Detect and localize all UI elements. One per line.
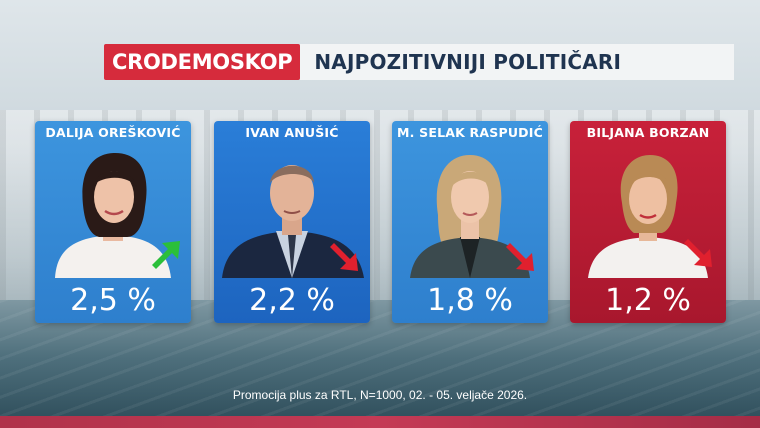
politician-name: M. SELAK RASPUDIĆ <box>397 125 543 140</box>
source-caption: Promocija plus za RTL, N=1000, 02. - 05.… <box>232 388 528 402</box>
politician-name: DALIJA OREŠKOVIĆ <box>45 125 181 140</box>
person-silhouette-icon <box>410 155 530 278</box>
brand-label: CRODEMOSKOP <box>104 44 301 80</box>
percentage-value: 1,2 % <box>605 283 691 318</box>
header-banner: CRODEMOSKOP NAJPOZITIVNIJI POLITIČARI <box>104 44 735 80</box>
trend-down-arrow-icon <box>684 239 712 267</box>
politician-photo <box>214 145 370 278</box>
politician-card-borzan: BILJANA BORZAN 1,2 % <box>570 121 726 323</box>
politician-photo <box>35 145 191 278</box>
person-silhouette-icon <box>588 155 708 278</box>
person-silhouette-icon <box>222 165 364 278</box>
politician-name: IVAN ANUŠIĆ <box>245 125 339 140</box>
percentage-value: 2,5 % <box>70 283 156 318</box>
politician-photo <box>570 145 726 278</box>
person-silhouette-icon <box>55 153 171 278</box>
politician-card-oreskovic: DALIJA OREŠKOVIĆ 2,5 % <box>35 121 191 323</box>
bottom-strip <box>0 416 760 428</box>
politician-card-selak-raspudic: M. SELAK RASPUDIĆ 1,8 % <box>392 121 548 323</box>
politician-card-anusic: IVAN ANUŠIĆ 2,2 % <box>214 121 370 323</box>
headline-title: NAJPOZITIVNIJI POLITIČARI <box>300 44 735 80</box>
trend-up-arrow-icon <box>152 241 180 269</box>
trend-down-arrow-icon <box>330 243 358 271</box>
percentage-value: 2,2 % <box>249 283 335 318</box>
politician-name: BILJANA BORZAN <box>586 125 710 140</box>
trend-down-arrow-icon <box>506 243 534 271</box>
percentage-value: 1,8 % <box>427 283 513 318</box>
politician-photo <box>392 145 548 278</box>
